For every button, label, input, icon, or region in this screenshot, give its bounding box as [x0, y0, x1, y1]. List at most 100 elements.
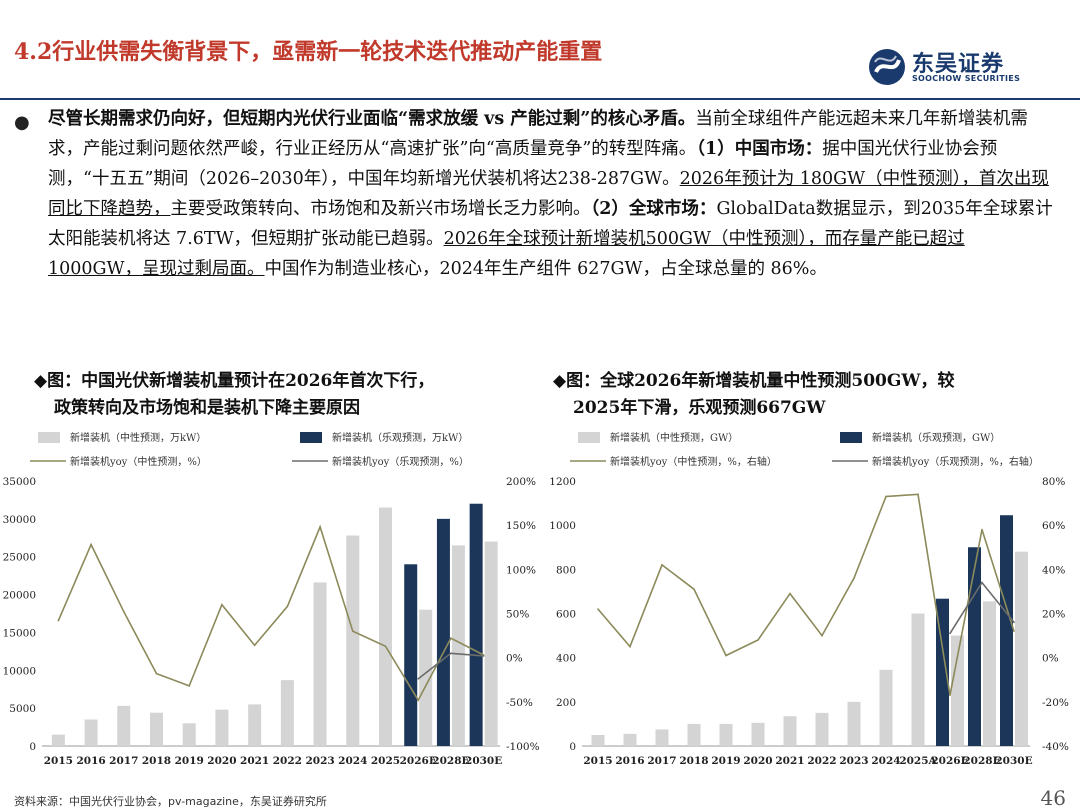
yoy-point-neutral-2018	[693, 588, 695, 591]
body-lead: 尽管长期需求仍向好，但短期内光伏行业面临“需求放缓 vs 产能过剩”的核心矛盾。	[48, 109, 696, 129]
legend-label-0: 新增装机（中性预测，GW）	[610, 431, 738, 444]
company-logo: 东吴证券 SOOCHOW SECURITIES	[868, 48, 1068, 90]
y2-tick-label: -40%	[1042, 741, 1069, 753]
x-tick-label: 2021	[775, 755, 804, 767]
y2-tick-label: 0%	[506, 653, 523, 665]
y-tick-label: 200	[556, 697, 576, 709]
china-reason-text: 主要受政策转向、市场饱和及新兴市场增长乏力影响。	[170, 199, 591, 219]
bar-neutral-2023	[313, 582, 327, 746]
china-share-text: 中国作为制造业核心，2024年生产组件 627GW，占全球总量的 86%。	[264, 259, 827, 279]
yoy-point-optimistic-2026E	[949, 632, 951, 635]
yoy-point-neutral-2022	[821, 634, 823, 637]
right-caption-line2: 2025年下滑，乐观预测667GW	[573, 398, 826, 418]
yoy-point-neutral-2019	[188, 685, 191, 687]
bar-neutral-2028E	[451, 545, 465, 746]
y-tick-label: 35000	[3, 476, 36, 488]
yoy-point-neutral-2016	[90, 543, 92, 546]
body-text: 当前全球组件产能远超未来几年新增装机需求，产能过剩问题依然严峻，行业正经历从“高…	[48, 109, 1028, 159]
y2-tick-label: 50%	[506, 609, 529, 621]
yoy-point-neutral-2018	[155, 672, 158, 675]
x-tick-label: 2030E	[995, 755, 1032, 767]
bar-neutral-2017	[655, 729, 669, 746]
right-chart-caption: ◆图：全球2026年新增装机量中性预测500GW，较 2025年下滑，乐观预测6…	[553, 368, 954, 422]
x-tick-label: 2025A	[899, 755, 937, 767]
y-tick-label: 20000	[3, 590, 36, 602]
bar-neutral-2018	[687, 723, 701, 746]
y2-tick-label: 150%	[506, 520, 536, 532]
x-tick-label: 2030E	[465, 755, 502, 767]
x-tick-label: 2017	[647, 755, 676, 767]
x-tick-label: 2015	[583, 755, 612, 767]
yoy-point-neutral-2023	[853, 577, 855, 579]
y-tick-label: 30000	[3, 514, 36, 526]
x-tick-label: 2020	[207, 755, 236, 767]
y-tick-label: 600	[556, 609, 576, 621]
bar-neutral-2015	[591, 734, 605, 746]
left-caption-line1: ◆图：中国光伏新增装机量预计在2026年首次下行，	[34, 371, 435, 391]
yoy-point-neutral-2026E	[949, 694, 951, 697]
yoy-point-neutral-2026E	[417, 699, 420, 701]
x-tick-label: 2022	[273, 755, 302, 767]
yoy-point-neutral-2015	[57, 619, 60, 622]
x-tick-label: 2021	[240, 755, 269, 767]
left-caption-line2: 政策转向及市场饱和是装机下降主要原因	[54, 398, 360, 418]
bar-neutral-2030E	[1015, 551, 1028, 746]
logo-mark-icon	[869, 49, 905, 85]
yoy-point-optimistic-2030E	[482, 655, 485, 657]
x-tick-label: 2016	[615, 755, 644, 767]
bar-optimistic-2026E	[936, 598, 949, 746]
y-tick-label: 1000	[549, 520, 576, 532]
bar-neutral-2017	[117, 705, 131, 746]
y2-tick-label: -20%	[1042, 697, 1069, 709]
x-tick-label: 2017	[109, 755, 138, 767]
yoy-point-neutral-2022	[286, 605, 289, 608]
y-tick-label: 0	[569, 741, 576, 753]
bar-neutral-2021	[248, 704, 262, 746]
china-market-label: （1）中国市场：	[696, 139, 823, 159]
bar-neutral-2024	[879, 669, 893, 746]
y2-tick-label: 0%	[1042, 653, 1059, 665]
yoy-point-optimistic-2028E	[981, 581, 983, 584]
bar-neutral-2025A	[911, 613, 925, 746]
y2-tick-label: 40%	[1042, 564, 1065, 576]
china-2026-forecast: 2026年预计为 180GW（中性预测），首次出现同比下降趋势，	[48, 169, 1049, 219]
global-market-label: （2）全球市场：	[590, 199, 717, 219]
bar-neutral-2025	[379, 507, 392, 746]
x-tick-label: 2020	[743, 755, 772, 767]
yoy-point-neutral-2021	[253, 644, 256, 647]
yoy-point-neutral-2024	[885, 495, 887, 498]
bar-neutral-2020	[215, 709, 229, 746]
x-tick-label: 2023	[839, 755, 868, 767]
yoy-point-optimistic-2026E	[417, 678, 420, 680]
bar-neutral-2026E	[951, 635, 964, 746]
yoy-point-neutral-2020	[757, 639, 759, 641]
bar-neutral-2022	[815, 712, 829, 746]
y2-tick-label: 20%	[1042, 609, 1065, 621]
yoy-point-neutral-2030E	[1013, 630, 1015, 632]
yoy-line-neutral	[597, 493, 1015, 696]
y-tick-label: 5000	[9, 703, 36, 715]
bar-neutral-2015	[51, 734, 65, 746]
left-chart-caption: ◆图：中国光伏新增装机量预计在2026年首次下行， 政策转向及市场饱和是装机下降…	[34, 368, 434, 422]
bar-optimistic-2030E	[1000, 515, 1013, 746]
source-footer: 资料来源：中国光伏行业协会，pv-magazine，东吴证券研究所	[14, 795, 327, 808]
x-tick-label: 2024	[871, 755, 900, 767]
yoy-point-neutral-2025A	[917, 493, 919, 496]
logo-text-en: SOOCHOW SECURITIES	[912, 74, 1021, 83]
x-tick-label: 2028E	[963, 755, 1000, 767]
logo-text-cn: 东吴证券	[912, 52, 1005, 77]
bar-optimistic-2026E	[404, 564, 418, 746]
yoy-line-neutral	[57, 524, 484, 702]
yoy-point-neutral-2020	[221, 603, 223, 606]
y-tick-label: 800	[556, 564, 576, 576]
x-tick-label: 2025	[371, 755, 400, 767]
y2-tick-label: 200%	[506, 476, 536, 488]
y2-tick-label: 60%	[1042, 520, 1065, 532]
header-divider	[0, 98, 1080, 100]
x-tick-label: 2022	[807, 755, 836, 767]
yoy-point-neutral-2017	[661, 564, 663, 566]
legend-label-2: 新增装机yoy（中性预测，%，右轴）	[610, 455, 777, 468]
x-tick-label: 2018	[679, 755, 708, 767]
legend-swatch-1	[300, 432, 322, 443]
